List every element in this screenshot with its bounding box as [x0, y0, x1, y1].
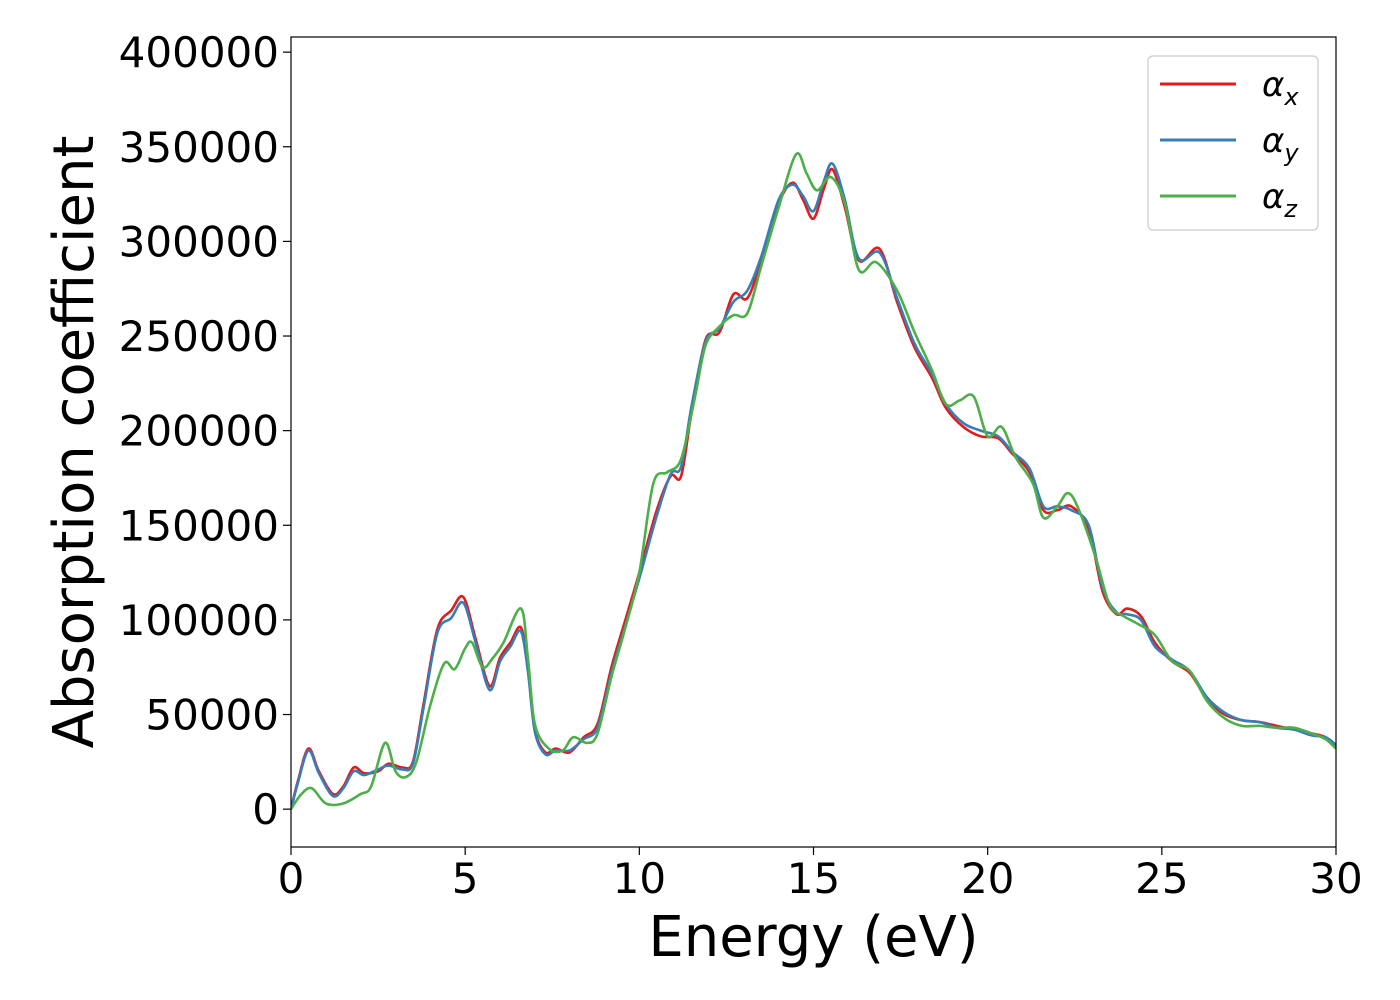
x-tick-label: 10: [613, 854, 666, 903]
x-tick-label: 5: [452, 854, 479, 903]
y-tick-label: 300000: [119, 217, 279, 266]
series-line-y: [291, 162, 1336, 810]
y-tick-label: 250000: [119, 312, 279, 361]
y-tick-label: 400000: [119, 28, 279, 77]
y-axis-label: Absorption coefficient: [42, 136, 107, 749]
x-tick-label: 25: [1135, 854, 1188, 903]
y-tick-label: 50000: [145, 691, 279, 740]
y-tick-label: 0: [252, 785, 279, 834]
x-tick-label: 0: [278, 854, 305, 903]
legend-box: [1147, 55, 1319, 231]
series-layer: [291, 151, 1336, 810]
y-tick-label: 150000: [119, 501, 279, 550]
legend-label-x: αx: [1262, 65, 1299, 111]
legend-label-z: αz: [1262, 177, 1298, 223]
x-tick-label: 30: [1309, 854, 1362, 903]
x-tick-label: 20: [961, 854, 1014, 903]
y-tick-label: 200000: [119, 407, 279, 456]
series-line-z: [291, 151, 1336, 810]
y-tick-label: 100000: [119, 596, 279, 645]
x-tick-label: 15: [787, 854, 840, 903]
y-tick-label: 350000: [119, 123, 279, 172]
legend: αx αy αz: [1147, 55, 1319, 231]
legend-label-y: αy: [1262, 121, 1299, 167]
x-axis-label: Energy (eV): [648, 905, 978, 970]
y-axis: 0 50000 100000 150000 200000 250000 300000 3500…: [119, 28, 291, 834]
x-axis: 0 5 10 15 20 25 30: [278, 847, 1363, 903]
